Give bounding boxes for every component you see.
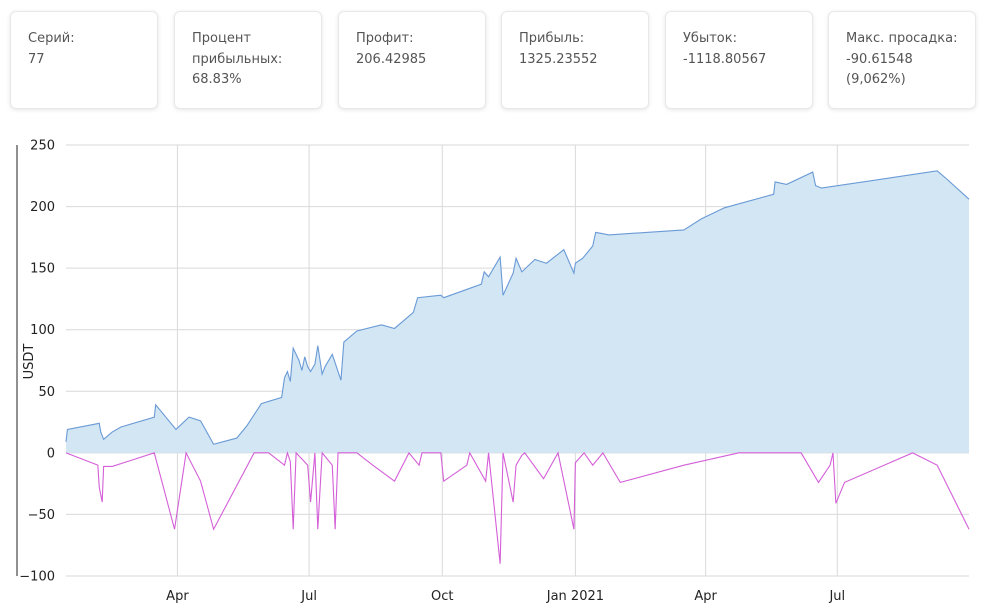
- profit-label: Профит:: [356, 31, 414, 46]
- gross-profit-label: Прибыль:: [519, 31, 585, 46]
- y-tick-label: 200: [30, 200, 55, 215]
- max-drawdown-label: Макс. просадка:: [846, 31, 958, 46]
- y-axis-ticks: −100 −50 0 50 100 150 200 250: [19, 139, 55, 585]
- y-tick-label: 150: [30, 262, 55, 277]
- y-tick-label: 50: [38, 385, 55, 400]
- gross-profit-card: Прибыль: 1325.23552: [501, 11, 649, 109]
- stats-cards: Серий: 77 Процент прибыльных: 68.83% Про…: [10, 11, 980, 111]
- profit-area-fill: [66, 170, 969, 453]
- drawdown-line: [65, 450, 970, 564]
- loss-card: Убыток: -1118.80567: [665, 11, 813, 109]
- y-tick-label: −100: [19, 570, 55, 585]
- x-tick-label: Apr: [166, 589, 189, 604]
- y-tick-label: 0: [47, 446, 55, 461]
- y-tick-label: 250: [30, 139, 55, 154]
- x-tick-label: Oct: [431, 589, 453, 604]
- profit-chart: −100 −50 0 50 100 150 200 250 Apr Jul Oct Jan 2021…: [16, 139, 970, 604]
- y-tick-label: −50: [28, 508, 55, 523]
- y-tick-label: 100: [30, 323, 55, 338]
- series-count-label: Серий:: [28, 31, 75, 46]
- drawdown-line-series: [65, 450, 970, 564]
- y-axis-title: USDT: [22, 344, 37, 380]
- loss-label: Убыток:: [683, 31, 737, 46]
- x-tick-label: Jan 2021: [546, 589, 604, 604]
- max-drawdown-value: -90.61548 (9,062%): [846, 51, 913, 88]
- profit-line: [65, 170, 970, 445]
- profit-card: Профит: 206.42985: [338, 11, 486, 109]
- x-tick-label: Jul: [300, 589, 317, 604]
- series-count-card: Серий: 77: [10, 11, 158, 109]
- profit-area-series: [65, 170, 970, 453]
- x-axis-ticks: Apr Jul Oct Jan 2021 Apr Jul: [166, 589, 845, 604]
- profit-value: 206.42985: [356, 51, 427, 67]
- series-count-value: 77: [28, 51, 45, 67]
- x-tick-label: Apr: [694, 589, 717, 604]
- max-drawdown-card: Макс. просадка: -90.61548 (9,062%): [828, 11, 976, 109]
- gross-profit-value: 1325.23552: [519, 51, 598, 67]
- win-rate-label: Процент прибыльных:: [192, 31, 283, 67]
- win-rate-card: Процент прибыльных: 68.83%: [174, 11, 322, 109]
- win-rate-value: 68.83%: [192, 72, 242, 87]
- x-tick-label: Jul: [828, 589, 845, 604]
- loss-value: -1118.80567: [683, 51, 767, 67]
